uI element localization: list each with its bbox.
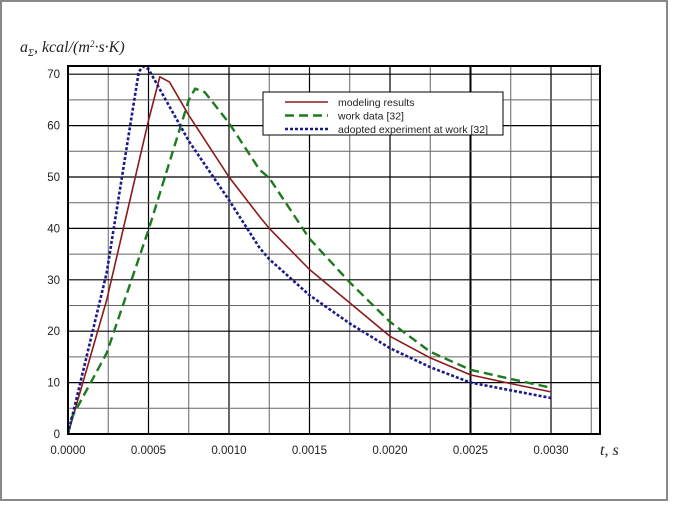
legend-label-3: adopted experiment at work [32] bbox=[338, 124, 488, 136]
series-line-2 bbox=[68, 87, 552, 434]
figure-frame bbox=[0, 0, 668, 501]
y-tick-label: 70 bbox=[47, 69, 60, 81]
x-tick-label: 0.0010 bbox=[211, 445, 246, 457]
y-tick-label: 40 bbox=[47, 223, 60, 235]
y-tick-label: 20 bbox=[47, 326, 60, 338]
y-tick-label: 60 bbox=[47, 121, 60, 133]
y-tick-label: 30 bbox=[47, 275, 60, 287]
x-tick-label: 0.0005 bbox=[131, 445, 166, 457]
y-axis-label: aΣ, kcal/(m2·s·K) bbox=[20, 39, 125, 59]
x-tick-label: 0.0000 bbox=[50, 445, 85, 457]
legend-label-2: work data [32] bbox=[337, 111, 404, 123]
y-tick-label: 0 bbox=[54, 429, 60, 441]
series-line-1 bbox=[68, 76, 552, 434]
x-axis-label: t, s bbox=[600, 442, 619, 459]
x-tick-label: 0.0015 bbox=[292, 445, 327, 457]
tick-labels: 0.0000 0.0005 0.0010 0.0015 0.0020 0.0025 0.00… bbox=[47, 69, 568, 457]
y-tick-label: 10 bbox=[47, 378, 60, 390]
series-lines bbox=[68, 66, 552, 434]
series-line-3 bbox=[68, 66, 552, 434]
y-tick-label: 50 bbox=[47, 172, 60, 184]
x-tick-label: 0.0025 bbox=[453, 445, 488, 457]
legend-label-1: modeling results bbox=[338, 97, 414, 109]
x-tick-label: 0.0030 bbox=[533, 445, 568, 457]
x-tick-label: 0.0020 bbox=[372, 445, 407, 457]
plot-border bbox=[67, 65, 601, 435]
legend: modeling results work data [32]adopted ex… bbox=[262, 91, 504, 136]
